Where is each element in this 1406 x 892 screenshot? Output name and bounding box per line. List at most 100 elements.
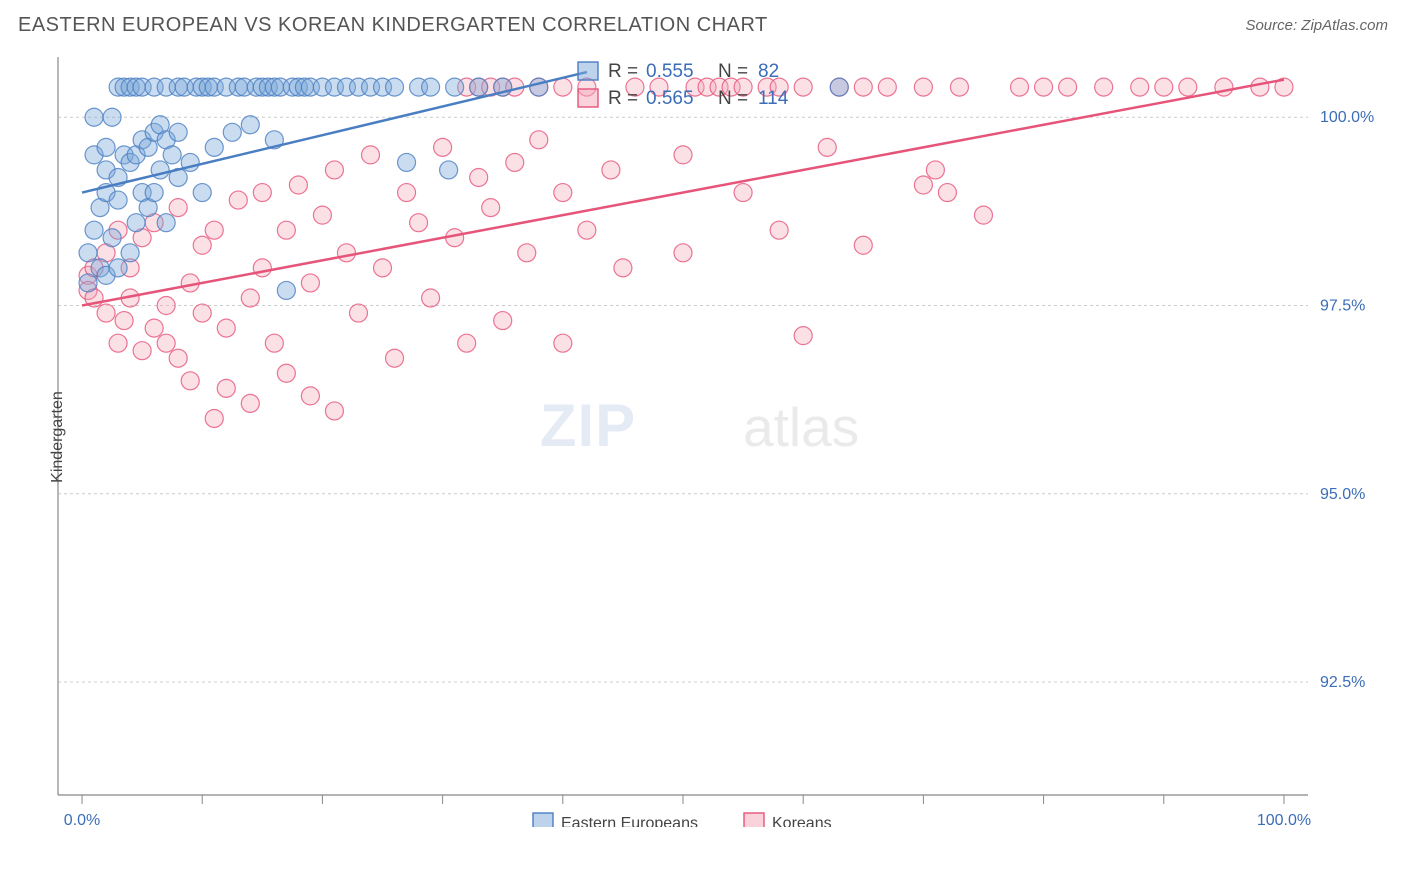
stat-r-label: R =: [608, 61, 638, 82]
data-point: [818, 138, 836, 156]
data-point: [253, 259, 271, 277]
y-tick-label: 92.5%: [1320, 674, 1365, 691]
data-point: [770, 221, 788, 239]
data-point: [193, 236, 211, 254]
data-point: [470, 78, 488, 96]
data-point: [79, 274, 97, 292]
stat-swatch: [578, 62, 598, 80]
data-point: [1059, 78, 1077, 96]
data-point: [241, 116, 259, 134]
scatter-plot: 92.5%95.0%97.5%100.0%ZIPatlas0.0%100.0%R…: [18, 47, 1388, 827]
data-point: [253, 184, 271, 202]
data-point: [97, 138, 115, 156]
data-point: [103, 229, 121, 247]
data-point: [145, 184, 163, 202]
data-point: [926, 161, 944, 179]
data-point: [133, 342, 151, 360]
data-point: [1251, 78, 1269, 96]
data-point: [386, 78, 404, 96]
data-point: [938, 184, 956, 202]
stat-n-value: 82: [758, 61, 779, 82]
data-point: [193, 184, 211, 202]
data-point: [1215, 78, 1233, 96]
legend-swatch: [744, 813, 764, 827]
series-1: [79, 78, 1293, 427]
legend-label: Eastern Europeans: [561, 815, 698, 827]
data-point: [121, 244, 139, 262]
data-point: [301, 274, 319, 292]
data-point: [422, 78, 440, 96]
data-point: [878, 78, 896, 96]
y-axis-label: Kindergarten: [49, 391, 67, 483]
data-point: [277, 364, 295, 382]
data-point: [482, 199, 500, 217]
data-point: [103, 108, 121, 126]
data-point: [602, 161, 620, 179]
data-point: [410, 214, 428, 232]
data-point: [470, 168, 488, 186]
data-point: [85, 221, 103, 239]
data-point: [97, 304, 115, 322]
x-min-label: 0.0%: [64, 812, 100, 827]
stat-r-value: 0.565: [646, 88, 694, 109]
data-point: [145, 319, 163, 337]
data-point: [277, 281, 295, 299]
data-point: [362, 146, 380, 164]
svg-text:atlas: atlas: [743, 396, 859, 458]
chart-title: EASTERN EUROPEAN VS KOREAN KINDERGARTEN …: [18, 14, 768, 37]
data-point: [974, 206, 992, 224]
data-point: [440, 161, 458, 179]
y-tick-label: 95.0%: [1320, 486, 1365, 503]
data-point: [205, 221, 223, 239]
y-tick-label: 97.5%: [1320, 298, 1365, 315]
data-point: [169, 349, 187, 367]
data-point: [229, 191, 247, 209]
data-point: [794, 78, 812, 96]
data-point: [157, 297, 175, 315]
data-point: [109, 259, 127, 277]
data-point: [434, 138, 452, 156]
data-point: [85, 108, 103, 126]
data-point: [674, 146, 692, 164]
data-point: [794, 327, 812, 345]
data-point: [169, 123, 187, 141]
data-point: [1011, 78, 1029, 96]
stat-n-value: 114: [758, 88, 789, 109]
stat-n-label: N =: [718, 88, 748, 109]
data-point: [157, 334, 175, 352]
data-point: [422, 289, 440, 307]
data-point: [554, 78, 572, 96]
stat-n-label: N =: [718, 61, 748, 82]
data-point: [578, 221, 596, 239]
data-point: [506, 153, 524, 171]
data-point: [325, 402, 343, 420]
legend-label: Koreans: [772, 815, 832, 827]
data-point: [223, 123, 241, 141]
data-point: [554, 334, 572, 352]
data-point: [349, 304, 367, 322]
data-point: [398, 153, 416, 171]
data-point: [115, 312, 133, 330]
legend-swatch: [533, 813, 553, 827]
data-point: [374, 259, 392, 277]
data-point: [337, 244, 355, 262]
data-point: [914, 176, 932, 194]
data-point: [530, 131, 548, 149]
stat-r-value: 0.555: [646, 61, 694, 82]
data-point: [674, 244, 692, 262]
data-point: [854, 236, 872, 254]
data-point: [79, 244, 97, 262]
data-point: [205, 138, 223, 156]
data-point: [301, 387, 319, 405]
data-point: [127, 214, 145, 232]
data-point: [1035, 78, 1053, 96]
data-point: [169, 199, 187, 217]
data-point: [217, 379, 235, 397]
data-point: [109, 334, 127, 352]
data-point: [950, 78, 968, 96]
source-attribution: Source: ZipAtlas.com: [1245, 17, 1388, 34]
data-point: [265, 334, 283, 352]
watermark: ZIPatlas: [540, 392, 859, 459]
data-point: [109, 191, 127, 209]
y-tick-label: 100.0%: [1320, 109, 1374, 126]
